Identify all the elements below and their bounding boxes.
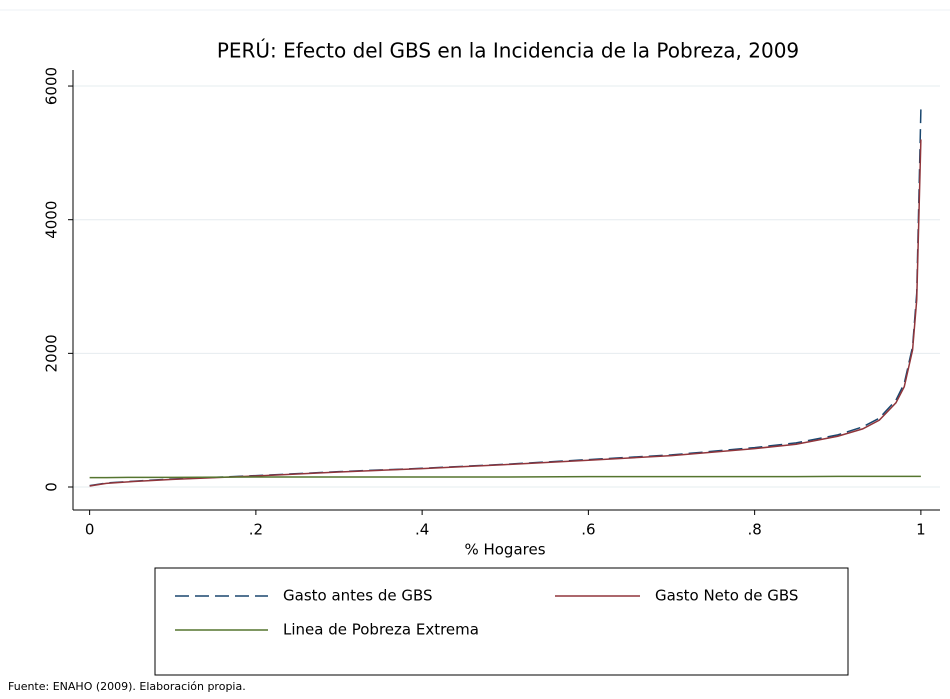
legend-label: Linea de Pobreza Extrema [283,621,479,639]
x-tick-label: 0 [85,521,95,539]
source-note: Fuente: ENAHO (2009). Elaboración propia… [8,680,246,693]
x-tick-label: 1 [916,521,926,539]
x-tick-label: .2 [249,521,263,539]
chart-title: PERÚ: Efecto del GBS en la Incidencia de… [217,39,799,63]
series-line [89,139,922,487]
x-tick-label: .8 [747,521,761,539]
series-line [89,109,922,487]
y-tick-label: 6000 [43,67,61,105]
x-axis-title: % Hogares [464,541,545,559]
y-tick-label: 2000 [43,334,61,372]
legend [154,567,849,676]
x-tick-label: .4 [415,521,429,539]
y-tick-label: 4000 [43,201,61,239]
y-tick-label: 0 [43,482,61,492]
legend-label: Gasto antes de GBS [283,587,433,605]
series-line [89,475,921,479]
legend-label: Gasto Neto de GBS [655,587,798,605]
x-tick-label: .6 [581,521,595,539]
